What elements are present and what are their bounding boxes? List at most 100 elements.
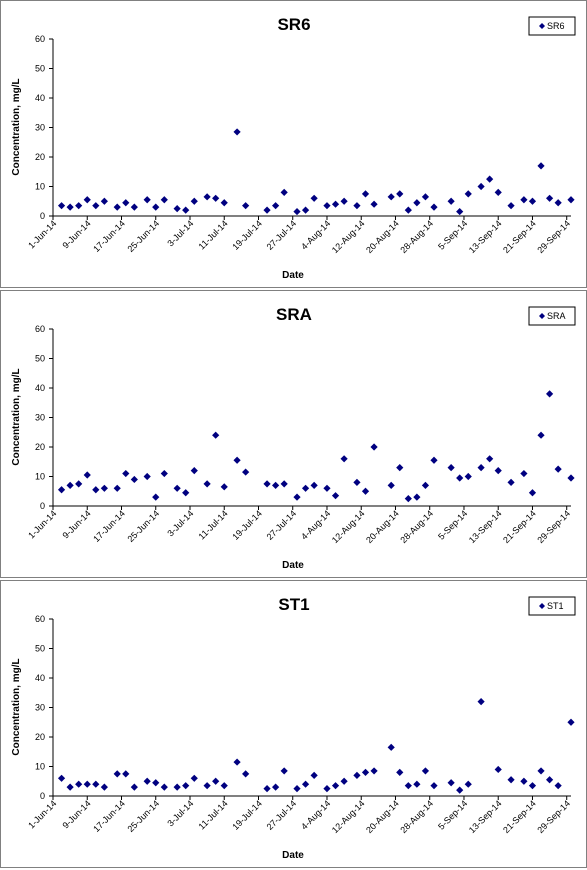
y-tick-label: 50 <box>35 354 45 364</box>
data-point-sra <box>301 484 310 492</box>
data-point-sr6 <box>554 199 562 207</box>
x-tick-label: 29-Sep-14 <box>535 798 572 835</box>
y-axis-label: Concentration, mg/L <box>11 658 22 755</box>
data-point-st1 <box>396 768 404 776</box>
data-point-st1 <box>447 779 455 787</box>
data-point-sra <box>545 390 554 398</box>
data-point-sr6 <box>404 206 412 214</box>
data-point-sra <box>113 484 121 492</box>
x-tick-label: 4-Aug-14 <box>299 798 332 831</box>
data-point-sr6 <box>152 203 160 211</box>
legend-box <box>528 596 576 616</box>
data-point-st1 <box>100 783 108 791</box>
x-tick-label: 11-Jul-14 <box>197 798 230 831</box>
chart-sra: SRA 0 10 20 30 40 50 60 1-Jun-14 9-Jun-1417-Jun-1… <box>11 305 576 571</box>
data-point-st1 <box>263 785 271 793</box>
legend-marker <box>539 313 545 319</box>
data-point-sr6 <box>173 205 181 213</box>
y-tick-label: 0 <box>40 211 45 221</box>
y-tick-label: 20 <box>35 442 45 452</box>
data-point-sra <box>477 464 485 472</box>
x-tick-label: 9-Jun-14 <box>60 508 92 540</box>
data-point-sra <box>233 456 241 464</box>
data-point-st1 <box>272 783 280 791</box>
data-point-st1 <box>567 718 575 726</box>
data-point-sr6 <box>263 206 271 214</box>
data-point-sr6 <box>242 202 250 210</box>
data-point-sra <box>280 480 288 488</box>
data-point-st1 <box>537 767 545 775</box>
data-point-sra <box>182 489 190 497</box>
data-point-st1 <box>528 782 537 790</box>
data-point-sra <box>486 455 494 463</box>
y-tick-label: 30 <box>35 123 45 133</box>
data-point-sr6 <box>301 206 310 214</box>
x-tick-label: 3-Jul-14 <box>165 798 195 828</box>
legend-box <box>528 16 576 36</box>
data-point-sra <box>220 483 228 491</box>
data-point-sra <box>293 493 301 501</box>
data-point-st1 <box>242 770 250 778</box>
data-point-sra <box>507 478 515 486</box>
data-point-sr6 <box>430 203 438 211</box>
data-point-sr6 <box>545 194 554 202</box>
data-point-st1 <box>220 782 228 790</box>
data-point-sra <box>152 493 160 501</box>
data-point-sr6 <box>507 202 515 210</box>
data-point-st1 <box>143 777 151 785</box>
x-tick-label: 20-Aug-14 <box>364 218 401 255</box>
data-point-sr6 <box>92 202 100 210</box>
legend: ST1 <box>528 596 576 616</box>
x-tick-label: 28-Aug-14 <box>398 508 435 545</box>
x-tick-label: 4-Aug-14 <box>299 508 332 541</box>
x-tick-label: 9-Jun-14 <box>60 798 92 830</box>
data-point-st1 <box>280 767 288 775</box>
data-point-sra <box>323 484 331 492</box>
x-tick-label: 12-Aug-14 <box>330 508 367 545</box>
data-point-sra <box>272 481 280 489</box>
data-point-sr6 <box>190 197 198 205</box>
data-point-sr6 <box>66 203 74 211</box>
data-point-sr6 <box>182 206 190 214</box>
data-point-sr6 <box>413 199 421 207</box>
data-point-sr6 <box>203 193 211 201</box>
data-point-st1 <box>331 782 340 790</box>
data-point-st1 <box>387 743 395 751</box>
data-point-sr6 <box>396 190 404 198</box>
x-tick-label: 13-Sep-14 <box>467 798 504 835</box>
data-point-sra <box>447 464 455 472</box>
x-tick-label: 28-Aug-14 <box>398 218 435 255</box>
data-point-st1 <box>122 770 130 778</box>
data-point-sr6 <box>528 197 537 205</box>
data-point-sr6 <box>477 182 485 191</box>
data-point-st1 <box>520 777 528 785</box>
data-point-st1 <box>404 782 412 790</box>
data-point-sr6 <box>464 190 472 198</box>
data-point-sr6 <box>340 197 348 205</box>
data-point-sra <box>57 486 66 494</box>
x-tick-label: 13-Sep-14 <box>467 508 504 545</box>
data-point-sra <box>100 484 108 492</box>
data-point-sra <box>173 484 181 492</box>
x-tick-label: 3-Jul-14 <box>165 508 195 538</box>
x-tick-label: 3-Jul-14 <box>165 218 195 248</box>
x-tick-label: 17-Jun-14 <box>91 508 127 544</box>
data-point-st1 <box>340 777 348 785</box>
x-tick-label: 25-Jun-14 <box>125 508 161 544</box>
x-tick-label: 5-Sep-14 <box>436 218 469 251</box>
data-point-sr6 <box>57 202 66 210</box>
x-tick-label: 21-Sep-14 <box>501 218 538 255</box>
data-point-st1 <box>545 776 554 784</box>
x-tick-label: 12-Aug-14 <box>330 798 367 835</box>
data-point-st1 <box>212 777 220 785</box>
data-point-sra <box>66 481 74 489</box>
legend-label: ST1 <box>547 601 564 611</box>
data-point-sra <box>464 472 472 481</box>
data-point-sra <box>430 456 438 464</box>
data-point-st1 <box>301 780 310 788</box>
data-point-sra <box>190 467 198 475</box>
data-point-st1 <box>353 771 361 779</box>
y-tick-label: 10 <box>35 762 45 772</box>
y-tick-label: 0 <box>40 791 45 801</box>
x-tick-label: 27-Jul-14 <box>265 798 299 832</box>
